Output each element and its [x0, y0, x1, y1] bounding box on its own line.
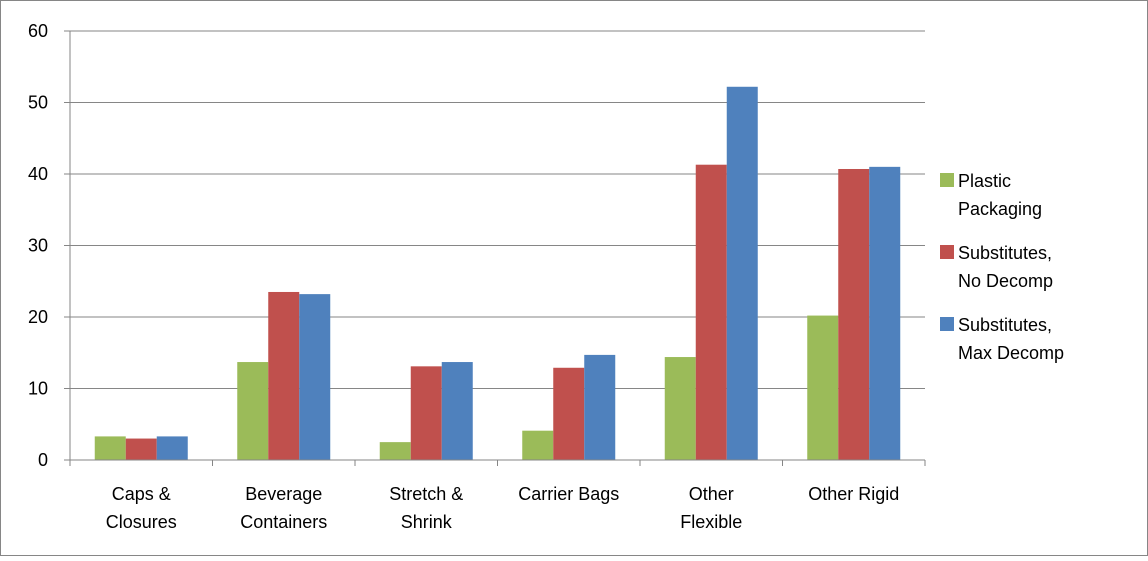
legend-swatch-0	[940, 173, 954, 187]
x-tick-label: Beverage	[245, 484, 322, 504]
legend: Plastic Packaging Substitutes, No Decomp Sub…	[940, 171, 1064, 363]
bar-series-0-category-2	[379, 442, 411, 460]
bar-series-2-category-1	[299, 294, 331, 460]
bar-series-0-category-4	[664, 357, 696, 460]
x-tick-label: Stretch &	[389, 484, 463, 504]
y-tick-label: 30	[28, 236, 48, 256]
x-tick-label: Flexible	[680, 512, 742, 532]
y-tick-label: 10	[28, 379, 48, 399]
legend-label-0: Plastic	[958, 171, 1011, 191]
y-axis-tick-labels: 0 10 20 30 40 50 60	[28, 21, 48, 470]
legend-label-1: Substitutes,	[958, 243, 1052, 263]
legend-label-2: Substitutes,	[958, 315, 1052, 335]
x-tick-label: Carrier Bags	[518, 484, 619, 504]
legend-swatch-1	[940, 245, 954, 259]
gridlines	[70, 30, 925, 389]
bar-series-2-category-4	[726, 86, 758, 461]
bar-series-0-category-0	[94, 436, 126, 460]
legend-swatch-2	[940, 317, 954, 331]
bar-series-1-category-0	[125, 438, 157, 460]
bar-series-2-category-2	[441, 362, 473, 460]
bar-series-0-category-3	[522, 430, 554, 460]
x-tick-label: Containers	[240, 512, 327, 532]
y-tick-label: 50	[28, 93, 48, 113]
bar-series-1-category-3	[553, 367, 585, 460]
x-tick-label: Caps &	[112, 484, 171, 504]
bar-series-1-category-1	[268, 291, 300, 460]
y-tick-label: 40	[28, 164, 48, 184]
bar-series-2-category-3	[584, 354, 616, 460]
x-tick-label: Closures	[106, 512, 177, 532]
y-tick-label: 20	[28, 307, 48, 327]
y-tick-label: 60	[28, 21, 48, 41]
bar-series-0-category-1	[237, 362, 269, 460]
x-tick-label: Other Rigid	[808, 484, 899, 504]
bar-series-1-category-5	[838, 168, 870, 460]
bar-series-2-category-5	[869, 166, 901, 460]
y-tick-label: 0	[38, 450, 48, 470]
bar-series-0-category-5	[807, 315, 839, 460]
legend-label-2: Max Decomp	[958, 343, 1064, 363]
bar-series-2-category-0	[156, 436, 188, 460]
bar-series-1-category-4	[695, 164, 727, 460]
legend-label-1: No Decomp	[958, 271, 1053, 291]
x-tick-label: Shrink	[401, 512, 453, 532]
legend-label-0: Packaging	[958, 199, 1042, 219]
x-axis-tick-labels: Caps & Closures Beverage Containers Stretch …	[106, 484, 900, 532]
x-tick-label: Other	[689, 484, 734, 504]
axes	[64, 30, 926, 466]
bars	[94, 86, 901, 461]
bar-series-1-category-2	[410, 366, 442, 460]
